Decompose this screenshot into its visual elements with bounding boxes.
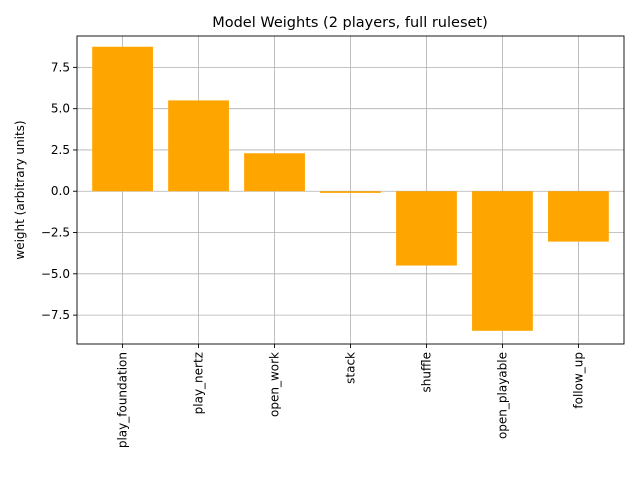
y-axis-label: weight (arbitrary units) — [13, 120, 27, 259]
bars — [92, 46, 609, 331]
x-tick-label: shuffle — [419, 352, 433, 392]
bar-stack — [320, 191, 381, 193]
y-tick-label: 7.5 — [51, 60, 70, 74]
x-tick-label: stack — [344, 352, 358, 384]
y-tick-label: 2.5 — [51, 143, 70, 157]
x-tick-label: play_foundation — [116, 352, 130, 448]
bar-open-playable — [472, 191, 533, 331]
y-tick-label: 5.0 — [51, 102, 70, 116]
x-tick-label: open_playable — [495, 352, 509, 439]
bar-play-foundation — [92, 46, 153, 192]
bar-follow-up — [548, 191, 609, 242]
y-tick-label: −7.5 — [41, 308, 70, 322]
x-tick-label: play_nertz — [192, 352, 206, 414]
x-tick-label: follow_up — [571, 352, 585, 409]
bar-shuffle — [396, 191, 457, 266]
grid-lines — [77, 36, 624, 344]
y-tick-label: −2.5 — [41, 226, 70, 240]
y-tick-label: 0.0 — [51, 184, 70, 198]
plot-frame — [76, 35, 625, 345]
bar-open-work — [244, 153, 305, 192]
x-tick-label: open_work — [268, 352, 282, 417]
axes: −7.5 −5.0 −2.5 0.0 2.5 5.0 7.5 play_foundation p… — [41, 35, 625, 448]
bar-play-nertz — [168, 100, 229, 192]
chart-title: Model Weights (2 players, full ruleset) — [212, 15, 488, 31]
y-tick-label: −5.0 — [41, 267, 70, 281]
